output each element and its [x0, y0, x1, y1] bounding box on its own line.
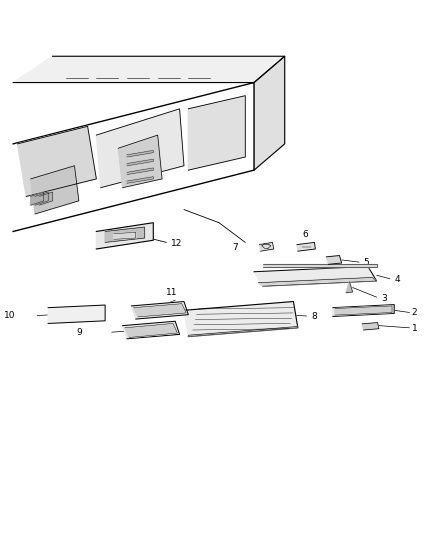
Polygon shape: [31, 192, 44, 205]
Polygon shape: [127, 159, 153, 166]
Text: 6: 6: [302, 230, 308, 239]
Polygon shape: [18, 126, 96, 197]
Polygon shape: [259, 243, 274, 251]
Polygon shape: [127, 150, 153, 157]
Polygon shape: [346, 282, 353, 293]
Polygon shape: [188, 96, 245, 170]
Polygon shape: [13, 83, 254, 231]
Text: 9: 9: [77, 328, 82, 337]
Text: 10: 10: [4, 311, 16, 320]
Polygon shape: [123, 321, 180, 339]
Polygon shape: [258, 278, 377, 286]
Text: 4: 4: [394, 274, 400, 284]
Text: 5: 5: [364, 258, 369, 267]
Text: 1: 1: [412, 324, 417, 333]
Polygon shape: [125, 324, 177, 337]
Polygon shape: [362, 322, 379, 330]
Polygon shape: [127, 177, 153, 183]
Polygon shape: [31, 166, 79, 214]
Polygon shape: [127, 168, 153, 174]
Polygon shape: [254, 266, 377, 286]
Polygon shape: [13, 56, 285, 83]
Polygon shape: [297, 243, 315, 251]
Text: 12: 12: [171, 239, 182, 248]
Polygon shape: [188, 327, 298, 336]
Polygon shape: [96, 109, 184, 188]
Text: 7: 7: [232, 243, 238, 252]
Polygon shape: [134, 304, 186, 317]
Polygon shape: [333, 304, 394, 317]
Polygon shape: [114, 232, 136, 239]
Polygon shape: [35, 192, 48, 205]
Polygon shape: [39, 192, 53, 205]
Polygon shape: [48, 305, 105, 324]
Polygon shape: [326, 255, 342, 264]
Polygon shape: [105, 227, 145, 243]
Polygon shape: [184, 302, 298, 336]
Polygon shape: [263, 264, 377, 266]
Text: 3: 3: [381, 294, 387, 303]
Text: 11: 11: [166, 288, 178, 297]
Polygon shape: [118, 135, 162, 188]
Polygon shape: [131, 302, 188, 319]
Polygon shape: [254, 56, 285, 170]
Polygon shape: [96, 223, 153, 249]
Text: 8: 8: [311, 312, 317, 321]
Text: 2: 2: [412, 309, 417, 318]
Polygon shape: [335, 306, 392, 315]
